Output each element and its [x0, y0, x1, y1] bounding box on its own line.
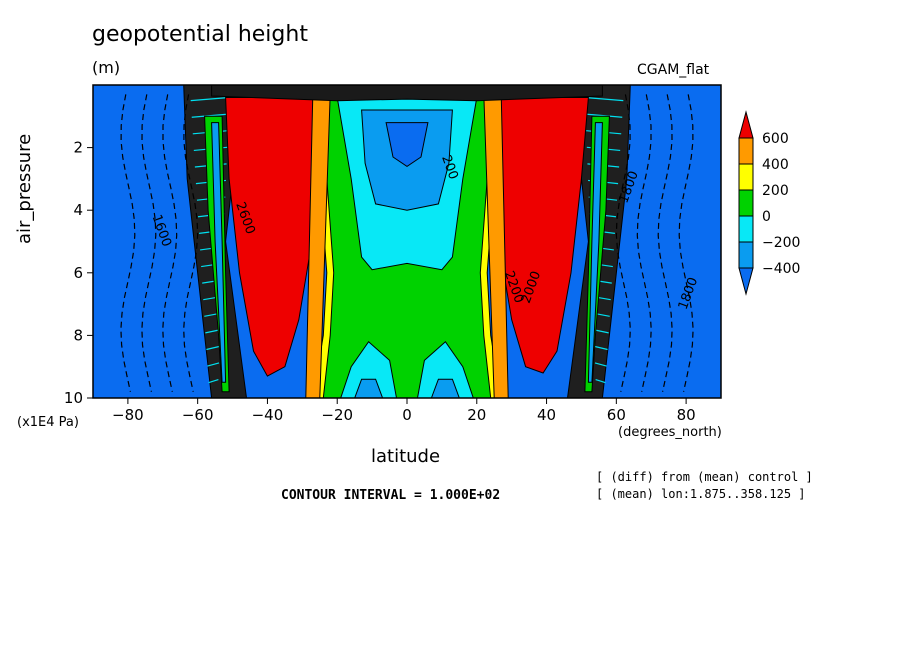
cyan-lower-south [340, 340, 398, 398]
blue-lower-south [354, 378, 384, 398]
hatch-south [208, 378, 219, 384]
hatch-north [584, 96, 624, 102]
dashed-contour-south [141, 94, 157, 392]
x-axis-unit: (degrees_north) [618, 425, 722, 440]
hatch-north [594, 362, 607, 367]
hatch-north [595, 378, 606, 384]
x-tick-label: −80 [112, 406, 144, 424]
x-tick-label: 40 [537, 406, 556, 424]
colorbar-label: 200 [762, 183, 789, 199]
dashed-contour-north [636, 94, 652, 392]
hatch-south [191, 113, 229, 118]
x-tick-label: −60 [182, 406, 214, 424]
y-tick-label: 8 [73, 326, 83, 344]
x-tick-label: −20 [321, 406, 353, 424]
colorbar-label: −400 [762, 261, 800, 277]
hatch-north [594, 345, 608, 351]
x-tick-label: 60 [607, 406, 626, 424]
colorbar-bottom-arrow [738, 267, 754, 296]
colorbar-label: 0 [762, 209, 771, 225]
colorbar-top-arrow [738, 110, 754, 139]
chart-units: (m) [92, 58, 121, 77]
dashed-contour-south [120, 94, 136, 392]
colorbar-label: −200 [762, 235, 800, 251]
dashed-contour-north [657, 94, 673, 392]
colorbar-segment [738, 137, 754, 165]
case-label: CGAM_flat [637, 62, 710, 78]
hatch-south [206, 345, 220, 351]
dashed-contour-south [183, 94, 199, 392]
dashed-contour-north [615, 94, 631, 392]
colorbar-segment [738, 241, 754, 269]
colorbar-segment [738, 215, 754, 243]
y-tick-label: 6 [73, 264, 83, 282]
chart-title: geopotential height [92, 22, 308, 47]
y-axis-label: air_pressure [14, 133, 35, 244]
hatch-south [190, 96, 230, 102]
top-dense-cap [211, 85, 603, 102]
x-tick-label: 20 [467, 406, 486, 424]
y-tick-label: 4 [73, 201, 83, 219]
deep-upper-core [385, 122, 429, 168]
x-tick-label: −40 [252, 406, 284, 424]
contour-interval-note: CONTOUR INTERVAL = 1.000E+02 [281, 488, 501, 503]
blue-strip-north [587, 122, 603, 383]
cyan-lower-north [416, 340, 474, 398]
hatch-south [207, 362, 220, 367]
colorbar-label: 600 [762, 131, 789, 147]
x-tick-label: 0 [402, 406, 412, 424]
hatch-north [585, 113, 623, 118]
y-axis-unit: (x1E4 Pa) [17, 415, 79, 430]
blue-strip-south [211, 122, 227, 383]
colorbar-segment [738, 189, 754, 217]
diff-note: [ (diff) from (mean) control ] [596, 470, 813, 484]
y-tick-label: 10 [64, 389, 83, 407]
dashed-contour-north [678, 94, 694, 392]
colorbar-segment [738, 163, 754, 191]
dashed-contour-south [162, 94, 178, 392]
colorbar-label: 400 [762, 157, 789, 173]
y-tick-label: 2 [73, 139, 83, 157]
blue-lower-north [430, 378, 460, 398]
mean-note: [ (mean) lon:1.875..358.125 ] [596, 487, 806, 501]
x-tick-label: 80 [677, 406, 696, 424]
x-axis-label: latitude [371, 446, 441, 467]
